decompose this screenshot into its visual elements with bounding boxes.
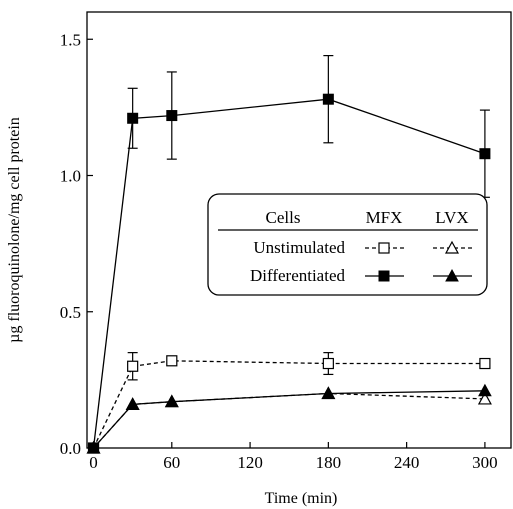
- x-axis-ticks: 0 60 120 180 240 300: [89, 442, 498, 472]
- legend-header-cells: Cells: [266, 208, 301, 227]
- legend-row-unstimulated: Unstimulated: [253, 238, 345, 257]
- y-axis-title: µg fluoroquinolone/mg cell protein: [6, 117, 23, 343]
- y-tick-label: 1.5: [60, 30, 81, 49]
- series-line: [92, 360, 485, 449]
- x-tick-label: 60: [163, 453, 180, 472]
- data-point: [127, 360, 139, 372]
- legend-header-mfx: MFX: [366, 208, 403, 227]
- series-line: [93, 390, 485, 449]
- x-tick-label: 240: [394, 453, 420, 472]
- data-point: [478, 383, 492, 397]
- x-tick-label: 120: [237, 453, 263, 472]
- y-axis-ticks: 0.0 0.5 1.0 1.5: [60, 30, 93, 458]
- y-tick-label: 0.5: [60, 303, 81, 322]
- series-diff-mfx: [88, 54, 491, 454]
- legend-key-diff-lvx: [433, 268, 472, 282]
- data-point: [479, 357, 491, 370]
- legend: Cells MFX LVX Unstimulated Differentiate…: [207, 193, 488, 296]
- legend-header-lvx: LVX: [435, 208, 468, 227]
- plot-frame: [86, 11, 512, 449]
- data-point: [477, 391, 492, 405]
- data-point: [166, 355, 178, 367]
- x-tick-label: 300: [472, 453, 498, 472]
- series-unstim-lvx: [86, 386, 492, 454]
- series-line: [93, 392, 485, 449]
- data-point: [322, 93, 334, 105]
- y-tick-label: 1.0: [60, 167, 81, 186]
- data-point: [127, 112, 139, 124]
- y-tick-label: 0.0: [60, 439, 81, 458]
- legend-key-unstim-lvx: [433, 240, 472, 254]
- legend-box: [207, 193, 488, 296]
- data-point: [88, 442, 100, 454]
- data-point: [321, 386, 336, 399]
- data-point: [166, 110, 178, 122]
- data-point: [164, 394, 179, 408]
- series-diff-lvx: [86, 383, 492, 454]
- x-tick-label: 180: [316, 453, 342, 472]
- legend-key-unstim-mfx: [365, 242, 404, 254]
- legend-key-diff-mfx: [365, 270, 404, 282]
- data-point: [479, 148, 491, 160]
- data-point: [322, 357, 334, 370]
- x-axis-title: Time (min): [265, 490, 338, 507]
- series-layer: [86, 54, 492, 454]
- data-point: [125, 397, 140, 410]
- legend-row-differentiated: Differentiated: [250, 266, 346, 285]
- x-tick-label: 0: [89, 453, 98, 472]
